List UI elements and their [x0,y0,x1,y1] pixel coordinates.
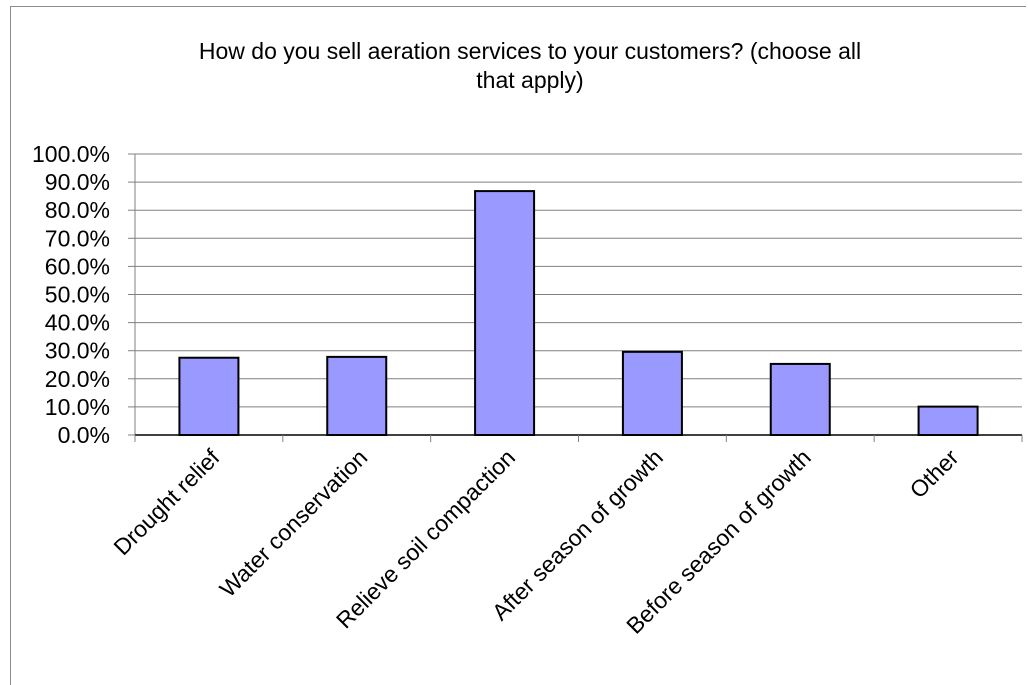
bars [178,190,979,437]
y-tick-label: 60.0% [45,253,110,279]
y-tick-label: 70.0% [45,225,110,251]
bar [178,356,240,437]
y-tick-label: 30.0% [45,338,110,364]
y-tick-label: 20.0% [45,366,110,392]
y-tick-label: 10.0% [45,394,110,420]
x-tick-label: Drought relief [108,444,224,560]
y-tick-label: 100.0% [32,141,110,167]
bar [326,355,388,436]
gridlines [128,153,1022,436]
x-tick-label: After season of growth [487,444,668,625]
y-tick-label: 40.0% [45,310,110,336]
bar [769,362,831,437]
y-tick-label: 90.0% [45,169,110,195]
x-tick-label: Water conservation [214,444,372,602]
bar [474,190,536,436]
chart-title: How do you sell aeration services to you… [198,38,862,93]
x-axis [134,434,1023,442]
y-tick-label: 80.0% [45,197,110,223]
y-tick-label: 0.0% [58,422,110,448]
y-tick-label: 50.0% [45,282,110,308]
x-tick-label: Other [905,444,964,503]
y-axis-tick-labels: 0.0%10.0%20.0%30.0%40.0%50.0% 60.0%70.0%8… [32,141,110,448]
bar [917,405,979,436]
bar [621,350,683,437]
